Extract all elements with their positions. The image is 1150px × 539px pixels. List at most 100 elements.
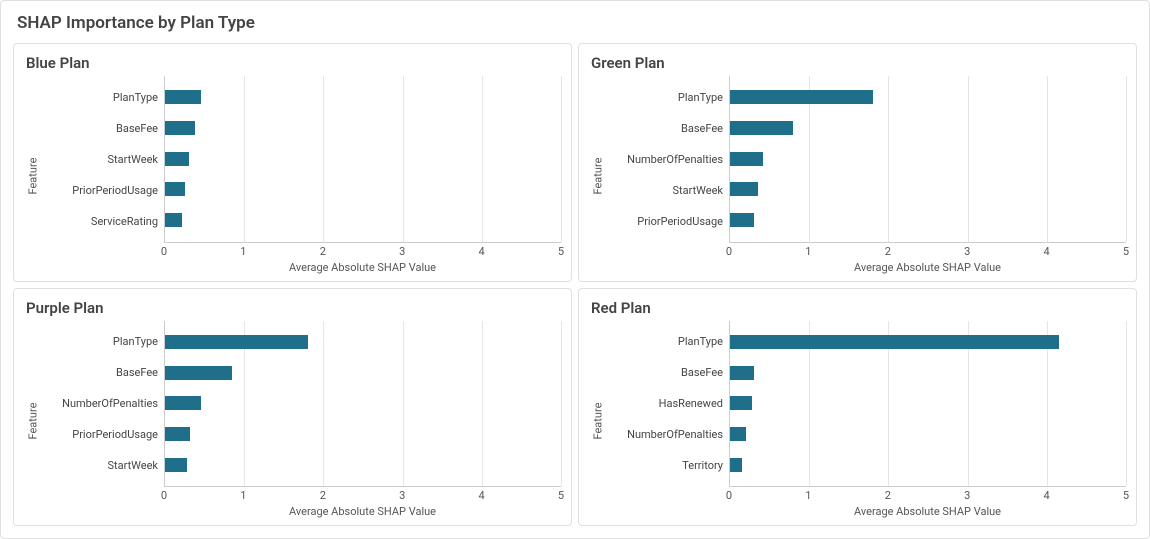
bar [730,335,1059,349]
chart-panel: Green Plan FeaturePlanType BaseFee NumberOf… [578,43,1137,282]
x-tick: 3 [964,489,970,502]
bars [730,76,1126,242]
category-label: PlanType [42,336,158,347]
x-tick: 4 [479,489,485,502]
bar [165,335,308,349]
panel-title: Green Plan [591,54,1126,72]
gridline [1126,76,1127,242]
category-label: ServiceRating [42,216,158,227]
category-label: BaseFee [607,123,723,134]
bar [730,90,873,104]
y-axis-label: Feature [24,76,42,277]
bar [730,152,763,166]
category-label: NumberOfPenalties [42,398,158,409]
category-label: PriorPeriodUsage [42,185,158,196]
x-axis-label: Average Absolute SHAP Value [164,503,561,521]
bars [165,76,561,242]
category-label: PlanType [607,92,723,103]
category-label: PlanType [607,336,723,347]
plot-area [729,321,1126,488]
gridline [1126,321,1127,487]
bar [730,182,758,196]
category-label: BaseFee [42,123,158,134]
category-labels: PlanType BaseFee NumberOfPenalties StartWee… [607,76,729,243]
x-tick: 4 [1044,489,1050,502]
x-tick: 1 [805,245,811,258]
category-label: NumberOfPenalties [607,154,723,165]
category-labels: PlanType BaseFee StartWeek PriorPeriodUsage… [42,76,164,243]
category-label: HasRenewed [607,398,723,409]
x-tick: 2 [320,489,326,502]
bar [165,458,187,472]
x-tick: 4 [479,245,485,258]
x-tick: 0 [161,489,167,502]
category-label: BaseFee [42,367,158,378]
chart-wrap: FeaturePlanType BaseFee HasRenewed NumberOf… [589,321,1126,522]
bar [165,182,185,196]
chart-panel: Red PlanFeaturePlanTypeBaseFeeHasRenewed… [578,288,1137,527]
x-tick: 5 [558,245,564,258]
category-labels: PlanType BaseFee NumberOfPenalties PriorPer… [42,321,164,488]
panel-title: Purple Plan [26,299,561,317]
chart-wrap: FeaturePlanType BaseFee StartWeek PriorPeri… [24,76,561,277]
plot-area [164,321,561,488]
category-label: PlanType [42,92,158,103]
plot-area [164,76,561,243]
x-tick: 1 [240,489,246,502]
bars [730,321,1126,487]
bar [730,458,742,472]
x-ticks: 012345 [729,243,1126,259]
bar [730,121,793,135]
bar [730,366,754,380]
chart-wrap: FeaturePlanTypeBaseFeeNumberOfPenaltiesP… [24,321,561,522]
category-label: PriorPeriodUsage [42,429,158,440]
category-label: Territory [607,460,723,471]
x-tick: 2 [320,245,326,258]
x-axis-label: Average Absolute SHAP Value [729,259,1126,277]
plot-area [729,76,1126,243]
category-label: StartWeek [42,460,158,471]
x-ticks: 012345 [729,487,1126,503]
category-label: BaseFee [607,367,723,378]
x-ticks: 0 1 2 3 4 5 [164,243,561,259]
x-tick: 5 [558,489,564,502]
x-tick: 2 [885,489,891,502]
bar [165,427,190,441]
bar [165,152,189,166]
chart-panel: Purple Plan FeaturePlanType BaseFee NumberO… [13,288,572,527]
category-label: PriorPeriodUsage [607,216,723,227]
x-axis-label: Average Absolute SHAP Value [164,259,561,277]
panel-grid: Blue PlanFeaturePlanTypeBaseFeeStartWeek… [13,43,1137,526]
gridline [561,321,562,487]
category-label: StartWeek [42,154,158,165]
x-tick: 5 [1123,489,1129,502]
gridline [561,76,562,242]
x-tick: 3 [399,245,405,258]
main-title: SHAP Importance by Plan Type [17,13,1137,33]
category-label: StartWeek [607,185,723,196]
x-ticks: 0 1 2 3 4 5 [164,487,561,503]
y-axis-label: Feature [589,76,607,277]
bars [165,321,561,487]
x-tick: 2 [885,245,891,258]
x-axis-label: Average Absolute SHAP Value [729,503,1126,521]
category-label: NumberOfPenalties [607,429,723,440]
dashboard-card: SHAP Importance by Plan Type Blue Plan Fe… [0,0,1150,539]
bar [730,213,754,227]
y-axis-label: Feature [24,321,42,522]
bar [165,90,201,104]
bar [165,366,232,380]
x-tick: 1 [240,245,246,258]
chart-panel: Blue Plan FeaturePlanType BaseFee StartWeek… [13,43,572,282]
bar [165,396,201,410]
bar [165,121,195,135]
x-tick: 0 [726,245,732,258]
chart-wrap: FeaturePlanType BaseFee NumberOfPenalties S… [589,76,1126,277]
panel-title: Blue Plan [26,54,561,72]
bar [165,213,182,227]
y-axis-label: Feature [589,321,607,522]
bar [730,396,752,410]
x-tick: 0 [161,245,167,258]
category-labels: PlanType BaseFee HasRenewed NumberOfPenalti… [607,321,729,488]
x-tick: 3 [399,489,405,502]
